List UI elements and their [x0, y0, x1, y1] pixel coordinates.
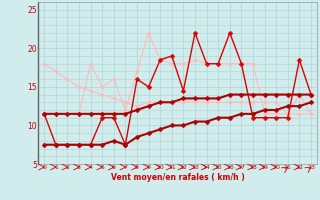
X-axis label: Vent moyen/en rafales ( km/h ): Vent moyen/en rafales ( km/h )	[111, 173, 244, 182]
